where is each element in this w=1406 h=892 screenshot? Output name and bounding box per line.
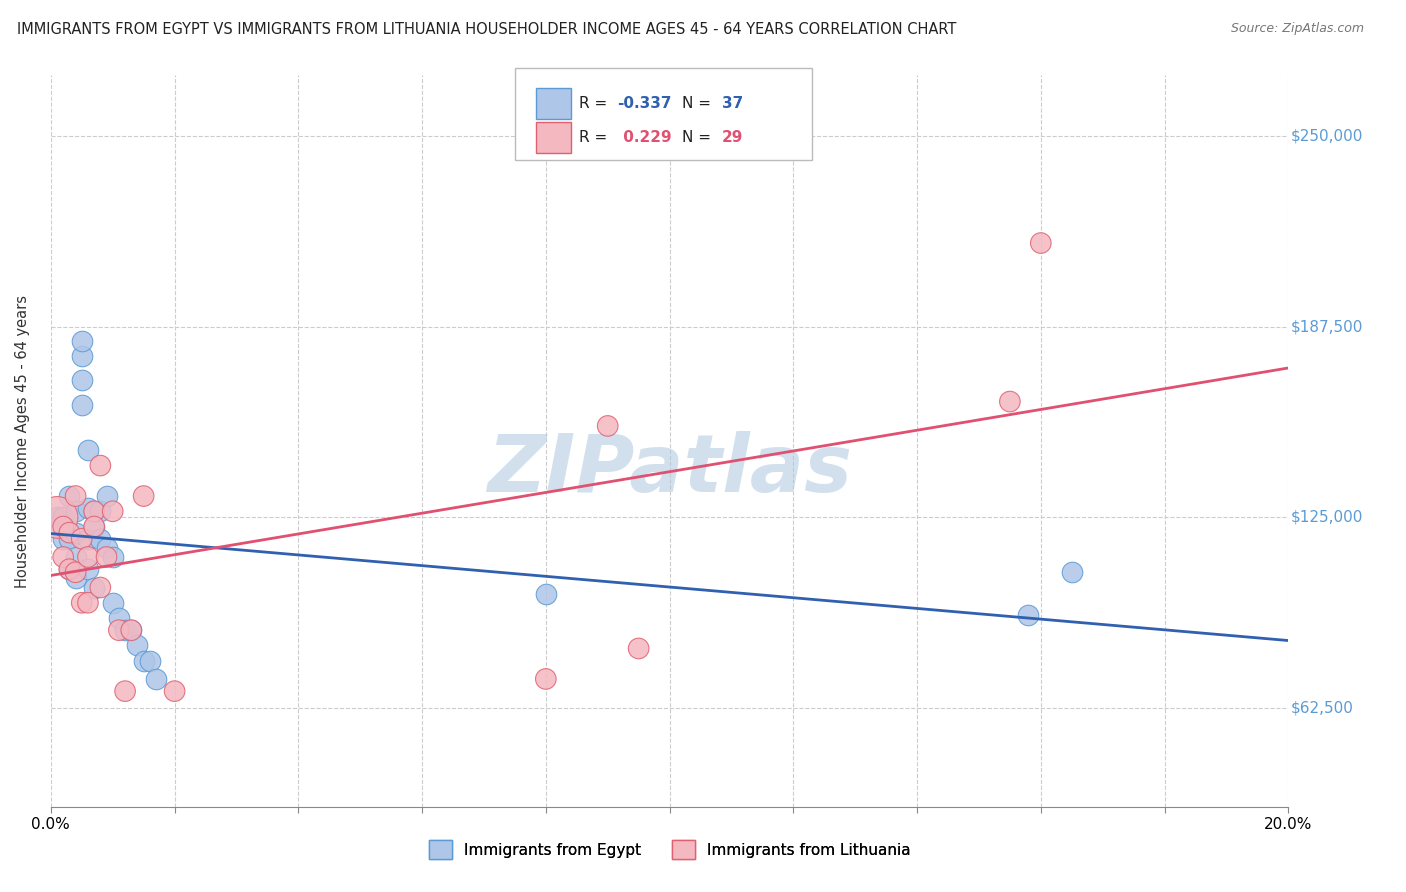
Point bbox=[65, 571, 87, 585]
Text: N =: N = bbox=[682, 96, 716, 112]
FancyBboxPatch shape bbox=[536, 122, 571, 153]
Point bbox=[120, 623, 142, 637]
Point bbox=[83, 519, 105, 533]
Point bbox=[998, 394, 1021, 409]
Text: $187,500: $187,500 bbox=[1291, 319, 1364, 334]
Point bbox=[52, 549, 75, 564]
Point bbox=[1060, 566, 1083, 580]
Point bbox=[132, 489, 155, 503]
Point bbox=[108, 623, 131, 637]
Point bbox=[77, 501, 100, 516]
Point bbox=[70, 532, 93, 546]
FancyBboxPatch shape bbox=[515, 68, 811, 160]
Point bbox=[132, 654, 155, 668]
Point bbox=[65, 489, 87, 503]
Point bbox=[77, 562, 100, 576]
Point bbox=[58, 562, 80, 576]
Text: R =: R = bbox=[579, 96, 613, 112]
Point bbox=[89, 532, 111, 546]
Point bbox=[83, 504, 105, 518]
Point bbox=[596, 419, 619, 434]
Point bbox=[101, 596, 124, 610]
Point bbox=[145, 672, 167, 686]
Point bbox=[83, 519, 105, 533]
Point bbox=[58, 532, 80, 546]
Point bbox=[58, 562, 80, 576]
Point bbox=[96, 549, 118, 564]
Point bbox=[70, 373, 93, 387]
Text: Source: ZipAtlas.com: Source: ZipAtlas.com bbox=[1230, 22, 1364, 36]
Point bbox=[1017, 607, 1039, 622]
Point bbox=[101, 504, 124, 518]
Point bbox=[534, 672, 557, 686]
Point bbox=[534, 586, 557, 600]
Point bbox=[89, 581, 111, 595]
Legend: Immigrants from Egypt, Immigrants from Lithuania: Immigrants from Egypt, Immigrants from L… bbox=[423, 834, 917, 865]
Text: R =: R = bbox=[579, 130, 613, 145]
Point bbox=[1029, 235, 1052, 250]
Point bbox=[83, 581, 105, 595]
Text: 37: 37 bbox=[721, 96, 742, 112]
Point bbox=[120, 623, 142, 637]
Point bbox=[96, 541, 118, 555]
Point bbox=[77, 549, 100, 564]
Y-axis label: Householder Income Ages 45 - 64 years: Householder Income Ages 45 - 64 years bbox=[15, 294, 30, 588]
Point bbox=[89, 504, 111, 518]
Text: 29: 29 bbox=[721, 130, 742, 145]
Point bbox=[101, 549, 124, 564]
Point bbox=[46, 510, 69, 524]
Point bbox=[70, 349, 93, 363]
Text: $250,000: $250,000 bbox=[1291, 128, 1364, 144]
Point bbox=[58, 489, 80, 503]
Point bbox=[627, 641, 650, 656]
Point bbox=[65, 504, 87, 518]
Point bbox=[96, 489, 118, 503]
Point bbox=[83, 504, 105, 518]
Point bbox=[70, 596, 93, 610]
Point bbox=[52, 519, 75, 533]
Point bbox=[65, 566, 87, 580]
Text: $125,000: $125,000 bbox=[1291, 510, 1364, 524]
Text: -0.337: -0.337 bbox=[617, 96, 672, 112]
Text: $62,500: $62,500 bbox=[1291, 700, 1354, 715]
Text: ZIPatlas: ZIPatlas bbox=[486, 432, 852, 509]
Point bbox=[108, 611, 131, 625]
Text: IMMIGRANTS FROM EGYPT VS IMMIGRANTS FROM LITHUANIA HOUSEHOLDER INCOME AGES 45 - : IMMIGRANTS FROM EGYPT VS IMMIGRANTS FROM… bbox=[17, 22, 956, 37]
Point bbox=[46, 510, 69, 524]
Point bbox=[127, 639, 149, 653]
Point bbox=[58, 525, 80, 540]
Point bbox=[89, 458, 111, 473]
Point bbox=[114, 623, 136, 637]
Text: 0.229: 0.229 bbox=[617, 130, 671, 145]
Point bbox=[114, 684, 136, 698]
Point bbox=[77, 532, 100, 546]
Text: N =: N = bbox=[682, 130, 716, 145]
Point bbox=[65, 549, 87, 564]
Point bbox=[139, 654, 162, 668]
Point bbox=[77, 443, 100, 458]
Point bbox=[52, 510, 75, 524]
Point bbox=[52, 532, 75, 546]
Point bbox=[65, 525, 87, 540]
Point bbox=[70, 398, 93, 412]
Point bbox=[77, 596, 100, 610]
FancyBboxPatch shape bbox=[536, 88, 571, 119]
Point bbox=[163, 684, 186, 698]
Point bbox=[70, 334, 93, 348]
